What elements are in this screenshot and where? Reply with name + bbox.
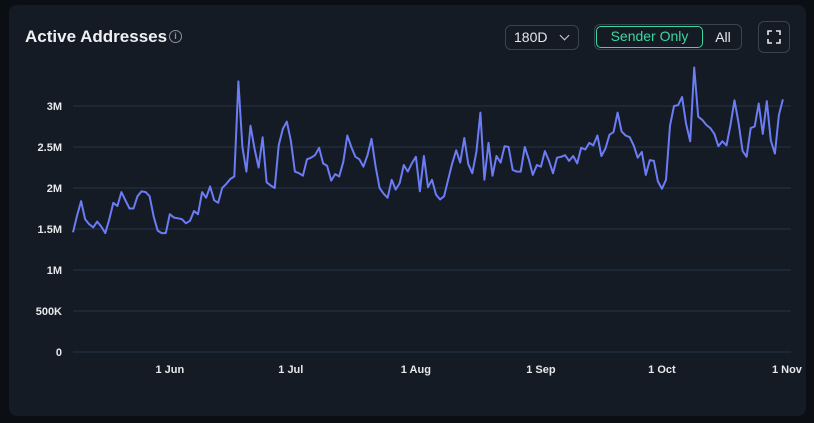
time-range-value: 180D bbox=[514, 29, 548, 45]
y-tick-label: 2M bbox=[47, 183, 62, 195]
address-type-toggle: Sender Only All bbox=[594, 24, 742, 50]
x-tick-label: 1 Aug bbox=[401, 364, 431, 376]
x-tick-label: 1 Jun bbox=[155, 364, 184, 376]
toggle-all[interactable]: All bbox=[715, 29, 731, 45]
y-tick-label: 0 bbox=[56, 347, 62, 359]
grid-lines bbox=[73, 105, 791, 353]
chart-card: 0 500K 1M 1.5M 2M 2.5M 3M 1 Jun 1 Jul 1 Aug 1 Sep… bbox=[9, 5, 806, 416]
y-tick-label: 1.5M bbox=[38, 224, 62, 236]
chevron-down-icon bbox=[559, 30, 570, 41]
line-chart: 0 500K 1M 1.5M 2M 2.5M 3M 1 Jun 1 Jul 1 Aug 1 Sep… bbox=[36, 66, 803, 376]
toggle-sender-only[interactable]: Sender Only bbox=[596, 26, 703, 48]
series-line-active-addresses bbox=[72, 66, 784, 235]
y-tick-label: 500K bbox=[36, 306, 62, 318]
fullscreen-icon bbox=[767, 30, 781, 44]
y-tick-label: 1M bbox=[47, 265, 62, 277]
y-axis: 0 500K 1M 1.5M 2M 2.5M 3M bbox=[36, 101, 62, 359]
x-tick-label: 1 Jul bbox=[278, 364, 303, 376]
x-tick-label: 1 Oct bbox=[648, 364, 676, 376]
x-tick-label: 1 Sep bbox=[526, 364, 556, 376]
chart-title: Active Addresses bbox=[25, 27, 168, 46]
x-axis: 1 Jun 1 Jul 1 Aug 1 Sep 1 Oct 1 Nov bbox=[155, 364, 802, 376]
time-range-select[interactable]: 180D bbox=[505, 25, 579, 50]
fullscreen-button[interactable] bbox=[758, 21, 790, 53]
x-tick-label: 1 Nov bbox=[772, 364, 803, 376]
y-tick-label: 3M bbox=[47, 101, 62, 113]
info-icon[interactable]: i bbox=[169, 30, 182, 43]
y-tick-label: 2.5M bbox=[38, 142, 62, 154]
